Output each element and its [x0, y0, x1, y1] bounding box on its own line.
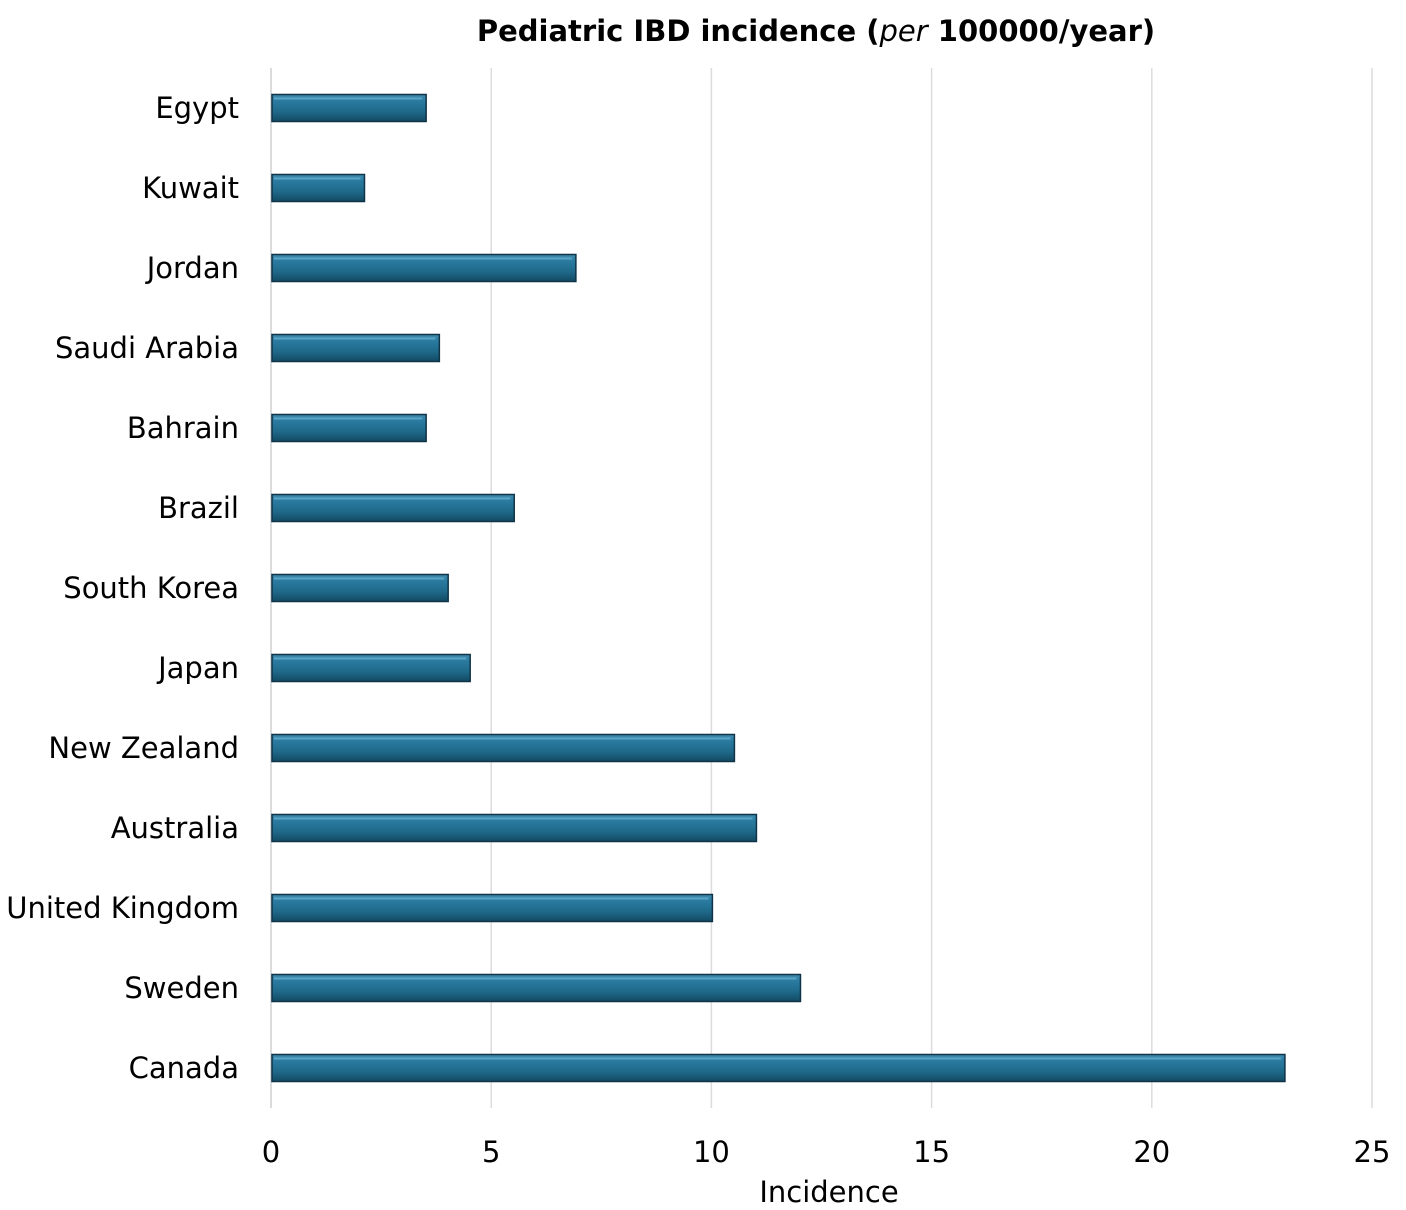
category-label: Australia [111, 811, 239, 845]
category-label: Kuwait [142, 171, 239, 205]
x-tick-label: 10 [693, 1135, 730, 1169]
category-label: New Zealand [48, 731, 239, 765]
x-tick-label: 5 [482, 1135, 500, 1169]
category-label: United Kingdom [6, 891, 239, 925]
x-tick-label: 0 [262, 1135, 280, 1169]
category-labels: Egypt Kuwait Jordan Saudi Arabia Bahrain Braz… [6, 91, 239, 1085]
x-axis-title: Incidence [759, 1175, 898, 1209]
chart-title-suffix: 100000/year) [927, 14, 1156, 48]
category-label: Jordan [145, 251, 239, 285]
x-tick-label: 15 [913, 1135, 950, 1169]
category-label: Brazil [158, 491, 239, 525]
x-tick-labels: 0 5 10 15 20 25 [262, 1135, 1391, 1169]
category-label: Sweden [124, 971, 239, 1005]
bars-group [271, 93, 1286, 1083]
x-tick-label: 20 [1133, 1135, 1170, 1169]
category-label: Egypt [155, 91, 239, 125]
grid-lines [270, 68, 1373, 1108]
category-label: Japan [156, 651, 239, 685]
category-label: South Korea [63, 571, 239, 605]
chart-title-prefix: Pediatric IBD incidence ( [476, 14, 880, 48]
category-label: Bahrain [127, 411, 239, 445]
category-label: Saudi Arabia [55, 331, 239, 365]
chart-title: Pediatric IBD incidence (per 100000/year… [270, 14, 1362, 48]
x-tick-label: 25 [1354, 1135, 1391, 1169]
category-label: Canada [129, 1051, 239, 1085]
chart-title-italic: per [879, 14, 928, 48]
